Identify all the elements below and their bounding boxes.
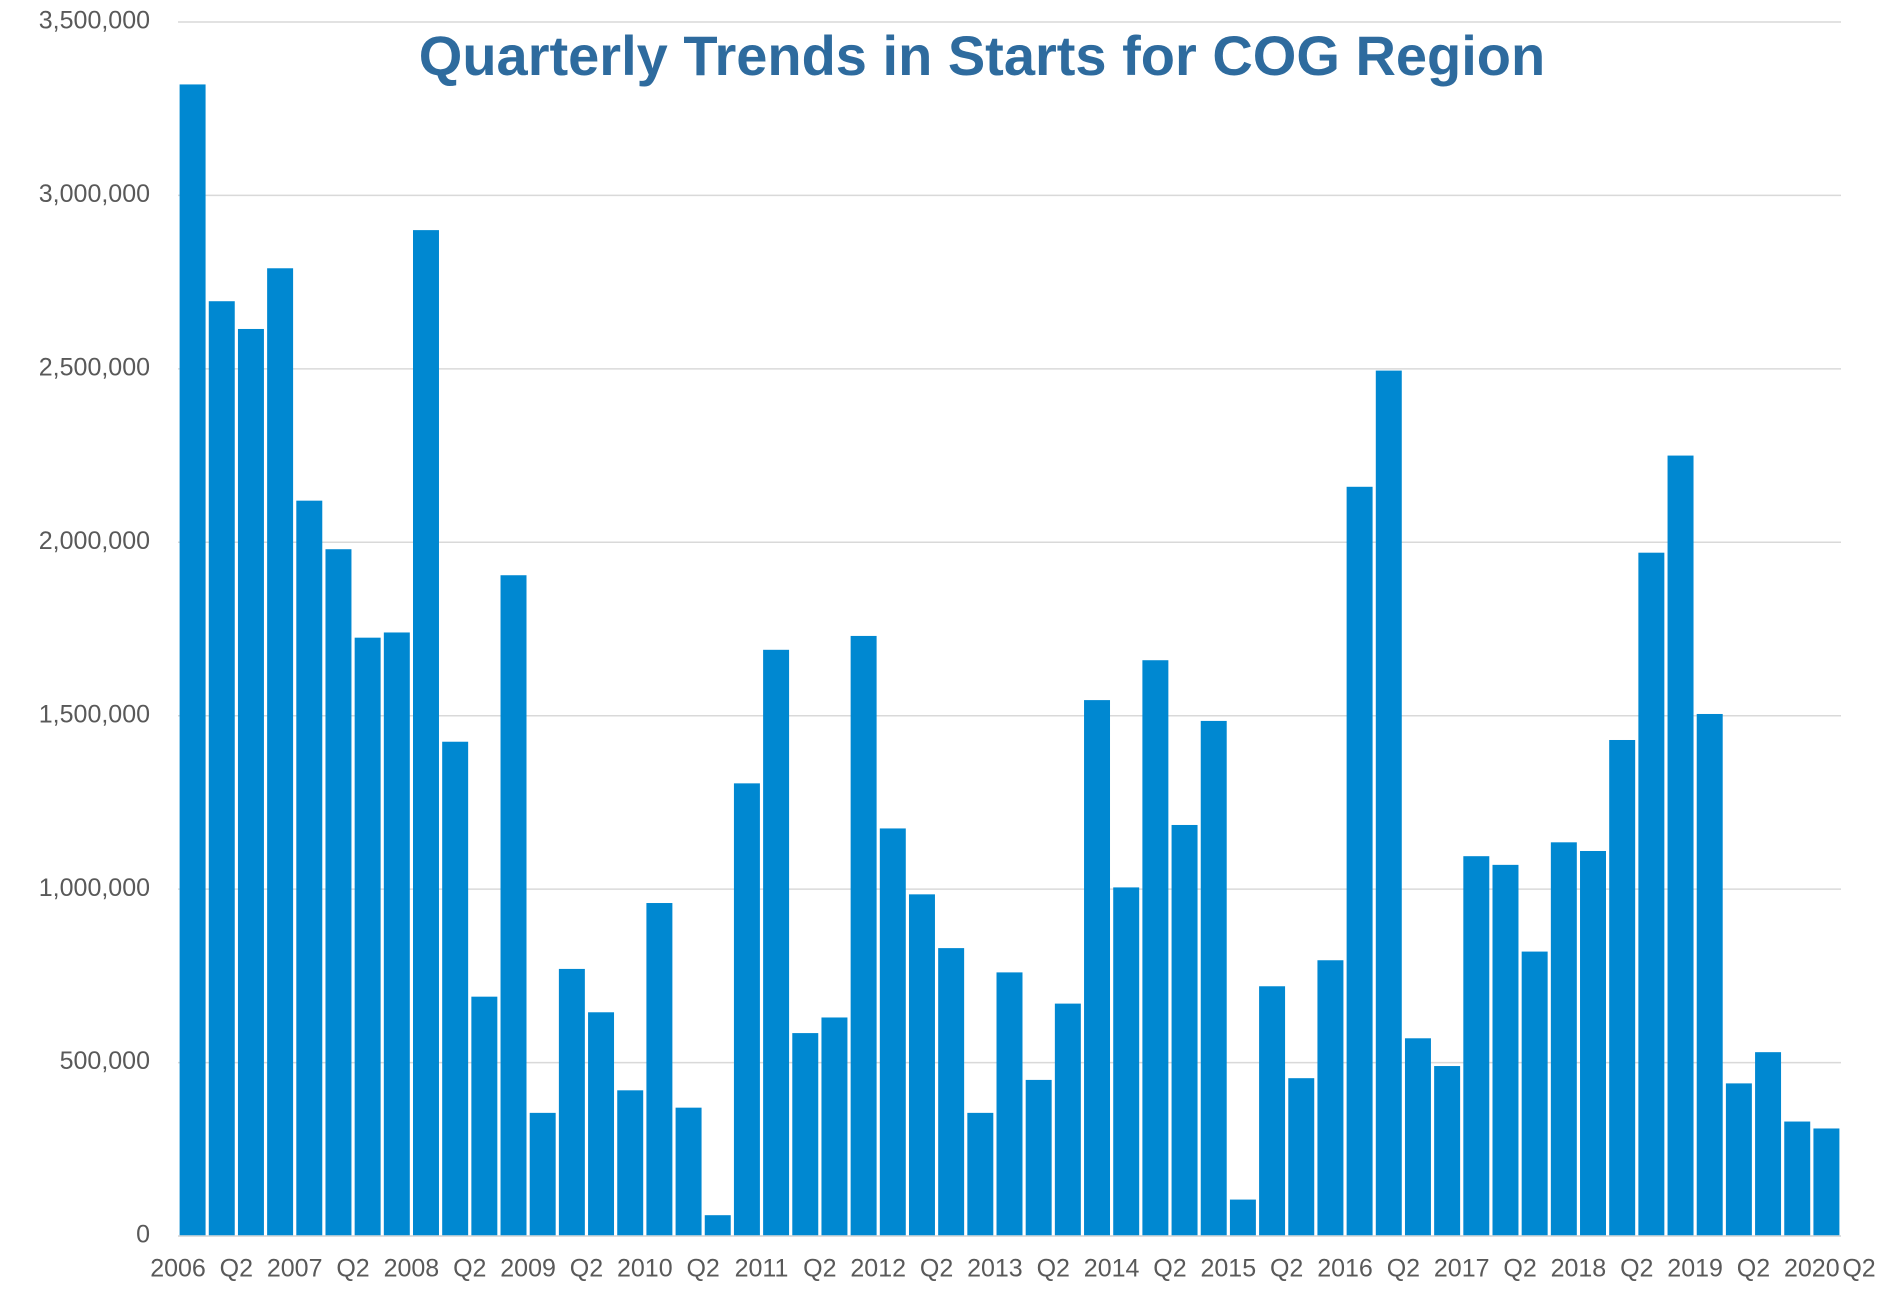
y-tick-label: 2,500,000 <box>39 353 150 381</box>
x-tick-label: 2010 <box>617 1255 673 1283</box>
y-tick-label: 1,000,000 <box>39 874 150 902</box>
x-tick-label: Q2 <box>453 1255 486 1283</box>
bar <box>1638 552 1665 1236</box>
bar <box>1200 720 1227 1236</box>
x-tick-label: Q2 <box>1842 1255 1875 1283</box>
bar <box>325 549 352 1236</box>
bar <box>850 635 877 1236</box>
bar <box>675 1107 702 1236</box>
bar <box>442 741 469 1236</box>
bar <box>1784 1121 1811 1236</box>
bar <box>500 575 527 1236</box>
x-tick-label: Q2 <box>1620 1255 1653 1283</box>
x-tick-label: 2016 <box>1317 1255 1373 1283</box>
x-tick-label: 2008 <box>384 1255 440 1283</box>
bar <box>208 301 235 1237</box>
bar <box>1667 455 1694 1237</box>
bar <box>1521 951 1548 1236</box>
bar <box>1054 1003 1081 1236</box>
bar <box>1346 486 1373 1236</box>
bar <box>938 948 965 1236</box>
bar <box>1113 887 1140 1236</box>
x-tick-label: 2009 <box>500 1255 556 1283</box>
bar <box>821 1017 848 1236</box>
x-tick-label: Q2 <box>336 1255 369 1283</box>
bar <box>1229 1199 1256 1236</box>
bar <box>763 649 790 1236</box>
bar <box>967 1112 994 1236</box>
bar <box>1259 986 1286 1236</box>
x-tick-label: 2017 <box>1434 1255 1490 1283</box>
bar <box>1084 700 1111 1236</box>
bar <box>1171 824 1198 1236</box>
bar <box>1317 960 1344 1236</box>
bar <box>1288 1078 1315 1236</box>
x-tick-label: 2006 <box>150 1255 206 1283</box>
bar <box>1142 660 1169 1236</box>
x-tick-label: Q2 <box>1503 1255 1536 1283</box>
x-tick-label: Q2 <box>1153 1255 1186 1283</box>
chart-title: Quarterly Trends in Starts for COG Regio… <box>419 24 1545 87</box>
bar <box>267 268 294 1237</box>
x-tick-label: Q2 <box>570 1255 603 1283</box>
x-tick-label: Q2 <box>1270 1255 1303 1283</box>
x-tick-label: Q2 <box>1037 1255 1070 1283</box>
bar <box>1580 850 1606 1236</box>
x-tick-label: Q2 <box>686 1255 719 1283</box>
bar <box>617 1090 644 1236</box>
y-tick-label: 0 <box>136 1221 150 1249</box>
x-tick-label: 2007 <box>267 1255 323 1283</box>
bar <box>1463 856 1490 1236</box>
bar <box>1375 370 1402 1236</box>
bar <box>413 230 439 1237</box>
x-tick-label: Q2 <box>920 1255 953 1283</box>
x-tick-label: Q2 <box>1737 1255 1770 1283</box>
y-tick-label: 1,500,000 <box>39 700 150 728</box>
bar <box>179 84 206 1236</box>
bar <box>296 500 323 1237</box>
bar <box>908 894 935 1236</box>
bar <box>1755 1052 1782 1236</box>
x-tick-label: 2012 <box>850 1255 906 1283</box>
bar <box>558 968 585 1236</box>
x-tick-label: 2015 <box>1201 1255 1257 1283</box>
bar <box>996 972 1023 1236</box>
bar <box>354 637 381 1236</box>
y-tick-label: 500,000 <box>60 1047 150 1075</box>
bar <box>879 828 906 1236</box>
x-tick-label: 2020 <box>1784 1255 1840 1283</box>
bar <box>237 328 264 1236</box>
x-tick-label: 2019 <box>1667 1255 1723 1283</box>
bar <box>1492 864 1519 1236</box>
x-tick-label: 2018 <box>1551 1255 1607 1283</box>
x-tick-label: 2011 <box>735 1255 789 1283</box>
bar <box>1725 1083 1752 1236</box>
bar <box>529 1112 556 1236</box>
x-tick-label: 2014 <box>1084 1255 1140 1283</box>
bar <box>704 1215 731 1236</box>
bar <box>1813 1128 1840 1236</box>
bar <box>792 1033 819 1236</box>
x-tick-label: Q2 <box>803 1255 836 1283</box>
bar <box>1696 713 1723 1236</box>
x-tick-label: Q2 <box>1387 1255 1420 1283</box>
bar <box>733 783 760 1236</box>
bar <box>1025 1079 1052 1236</box>
x-tick-label: 2013 <box>967 1255 1023 1283</box>
bar <box>383 632 410 1236</box>
bar <box>1550 842 1577 1236</box>
y-tick-label: 3,000,000 <box>39 180 150 208</box>
bar <box>1404 1038 1431 1236</box>
y-tick-label: 3,500,000 <box>39 7 150 35</box>
bar <box>588 1012 615 1236</box>
bar <box>1609 739 1636 1236</box>
bar <box>646 903 673 1236</box>
bar <box>471 996 498 1236</box>
x-tick-label: Q2 <box>220 1255 253 1283</box>
y-tick-label: 2,000,000 <box>39 527 150 555</box>
bar <box>1434 1066 1461 1236</box>
